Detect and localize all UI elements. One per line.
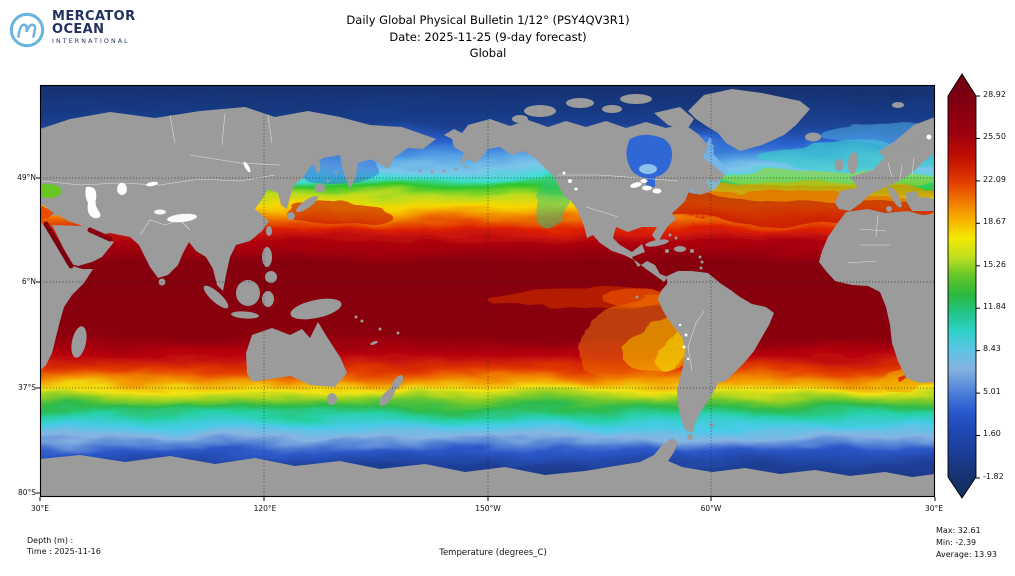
sst-map [36,84,936,501]
land-africa-left [40,221,93,371]
y-tick-80s: 80°S [17,488,36,497]
x-tick-30e-right: 30°E [924,504,944,513]
land-uk [847,152,859,174]
max-stat: Max: 32.61 [936,526,981,535]
colorbar-gradient [947,73,977,499]
y-tick-37s: 37°S [17,383,36,392]
y-tick-49n: 49°N [17,173,36,182]
land-iceland [805,132,821,142]
cb-tick-7: 5.01 [983,387,1001,396]
cb-tick-3: 18.67 [983,217,1006,226]
colorbar [947,73,980,499]
land-italy [888,186,902,208]
figure-title: Daily Global Physical Bulletin 1/12° (PS… [346,13,630,27]
land-greenland [688,89,810,151]
country-borders [41,112,915,372]
brand-line1: MERCATOR [52,9,136,24]
min-stat: Min: -2.39 [936,538,977,547]
land-eurasia [40,107,436,291]
hudson-bay [626,134,673,179]
x-tick-120e: 120°E [253,504,277,513]
land-europe [835,135,935,211]
cb-tick-0: 28.92 [983,90,1006,99]
land-baffin [654,107,694,131]
land-south-america [658,271,774,433]
brand-line2: OCEAN [52,22,105,38]
caspian-sea [85,186,101,219]
depth-label: Depth (m) : [27,536,74,545]
inland-water-layer [40,134,932,361]
average-stat: Average: 13.93 [936,550,997,559]
gridlines [40,85,935,497]
y-tick-6n: 6°N [21,277,36,286]
colorbar-ticks [976,95,980,479]
mercator-logo: MERCATOR OCEAN INTERNATIONAL [8,10,136,50]
cb-tick-6: 8.43 [983,344,1001,353]
x-tick-30e-left: 30°E [30,504,50,513]
land-tasmania [327,393,337,405]
land-turkey [905,197,935,211]
title-block: Daily Global Physical Bulletin 1/12° (PS… [238,12,738,62]
land-cuba [645,239,669,247]
figure-date: Date: 2025-11-25 (9-day forecast) [389,29,587,44]
brand-line3: INTERNATIONAL [52,37,130,45]
cb-tick-8: 1.60 [983,429,1001,438]
x-tick-60w: 60°W [700,504,722,513]
land-nz-north [390,375,404,391]
land-africa-right [819,209,935,383]
land-ireland [834,159,844,171]
cb-tick-9: -1.82 [983,472,1004,481]
mercator-m-icon [9,12,45,48]
map-border [39,84,936,498]
axis-ticks [36,177,936,501]
cb-tick-5: 11.84 [983,302,1006,311]
cb-tick-4: 15.26 [983,260,1006,269]
land-nz-south [379,388,395,406]
land-japan [296,195,318,213]
land-new-guinea [290,298,342,320]
cb-tick-1: 25.50 [983,132,1006,141]
cb-tick-2: 22.09 [983,175,1006,184]
time-label: Time : 2025-11-16 [27,547,101,556]
units-label: Temperature (degrees_C) [439,548,547,558]
brand-text: MERCATOR OCEAN INTERNATIONAL [52,10,136,45]
x-tick-150w: 150°W [475,504,501,513]
land-madagascar [71,326,87,358]
figure-region: Global [469,46,507,60]
land-australia [246,322,347,387]
